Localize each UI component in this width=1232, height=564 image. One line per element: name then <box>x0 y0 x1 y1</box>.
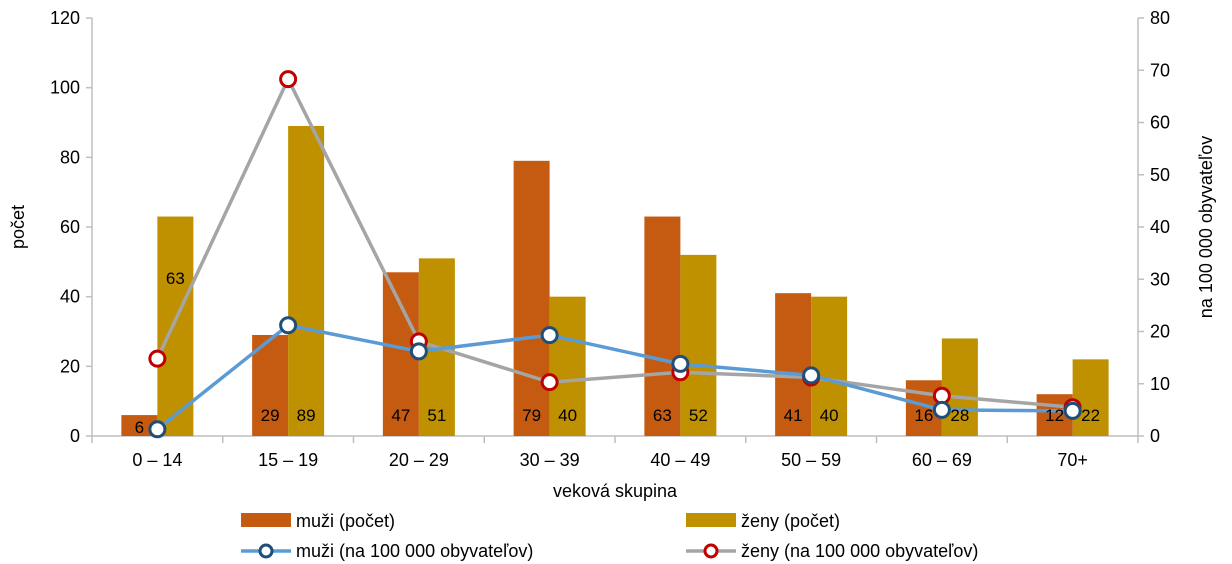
left-tick-label: 20 <box>60 356 80 376</box>
bar-muzi-pocet <box>252 334 289 436</box>
left-tick-label: 60 <box>60 217 80 237</box>
legend-marker-muzi-rate <box>258 543 274 559</box>
x-tick-label: 60 – 69 <box>912 450 972 470</box>
left-tick-label: 40 <box>60 287 80 307</box>
bar-zeny-pocet <box>157 216 194 436</box>
legend-item-zeny-rate: ženy (na 100 000 obyvateľov) <box>686 541 978 561</box>
data-label-zeny: 63 <box>166 269 185 288</box>
right-tick-label: 50 <box>1150 165 1170 185</box>
bar-muzi-pocet <box>644 216 681 436</box>
legend-label-zeny-pocet: ženy (počet) <box>741 511 840 531</box>
bar-zeny-pocet <box>1072 359 1109 436</box>
data-label-muzi: 41 <box>784 406 803 425</box>
legend: muži (počet) ženy (počet) muži (na 100 0… <box>241 511 978 561</box>
data-label-muzi: 16 <box>914 406 933 425</box>
left-tick-label: 0 <box>70 426 80 446</box>
right-tick-label: 80 <box>1150 8 1170 28</box>
bar-muzi-pocet <box>513 160 550 437</box>
bar-zeny-pocet <box>680 254 717 436</box>
legend-label-muzi-rate: muži (na 100 000 obyvateľov) <box>296 541 533 561</box>
x-tick-label: 15 – 19 <box>258 450 318 470</box>
right-tick-label: 20 <box>1150 322 1170 342</box>
data-label-zeny: 28 <box>950 406 969 425</box>
y2-axis-title: na 100 000 obyvateľov <box>1196 136 1216 318</box>
data-label-muzi: 47 <box>391 406 410 425</box>
bar-muzi-pocet <box>775 293 812 436</box>
data-label-zeny: 40 <box>558 406 577 425</box>
legend-swatch-zeny-pocet <box>686 513 736 527</box>
left-tick-label: 80 <box>60 147 80 167</box>
legend-item-zeny-pocet: ženy (počet) <box>686 511 840 531</box>
data-label-zeny: 89 <box>297 406 316 425</box>
point-muzi-rate <box>802 366 821 385</box>
right-tick-label: 0 <box>1150 426 1160 446</box>
legend-label-muzi-pocet: muži (počet) <box>296 511 395 531</box>
point-zeny-rate <box>148 349 167 368</box>
data-label-zeny: 52 <box>689 406 708 425</box>
data-label-muzi: 29 <box>261 406 280 425</box>
x-axis-ticks: 0 – 14 15 – 19 20 – 29 30 – 39 40 – 49 50 – 5… <box>91 436 1139 470</box>
line-muzi-rate <box>156 323 1073 431</box>
bar-zeny-pocet <box>288 125 325 436</box>
x-axis-title: veková skupina <box>553 481 678 501</box>
point-zeny-rate <box>540 373 559 392</box>
data-label-muzi: 79 <box>522 406 541 425</box>
legend-marker-zeny-rate <box>703 543 719 559</box>
legend-swatch-muzi-pocet <box>241 513 291 527</box>
point-muzi-rate <box>671 354 690 373</box>
bar-zeny-pocet <box>941 338 978 436</box>
right-tick-label: 30 <box>1150 269 1170 289</box>
x-tick-label: 70+ <box>1057 450 1088 470</box>
left-tick-label: 100 <box>50 78 80 98</box>
point-muzi-rate <box>279 316 298 335</box>
point-muzi-rate <box>409 342 428 361</box>
point-muzi-rate <box>932 400 951 419</box>
data-label-muzi: 12 <box>1045 406 1064 425</box>
line-zeny-rate <box>155 77 1073 410</box>
data-labels: 6 63 29 89 47 51 79 40 63 52 41 40 16 28 12 22 <box>135 269 1100 437</box>
x-tick-label: 20 – 29 <box>389 450 449 470</box>
bar-muzi-pocet <box>121 415 158 436</box>
bar-zeny-pocet <box>811 296 848 436</box>
data-label-zeny: 22 <box>1081 406 1100 425</box>
bars <box>121 125 1109 437</box>
data-label-zeny: 51 <box>427 406 446 425</box>
right-tick-label: 70 <box>1150 60 1170 80</box>
legend-item-muzi-pocet: muži (počet) <box>241 511 395 531</box>
x-tick-label: 50 – 59 <box>781 450 841 470</box>
point-zeny-rate <box>279 70 298 89</box>
y-axis-title: počet <box>8 205 28 249</box>
data-label-muzi: 6 <box>135 418 144 437</box>
data-label-muzi: 63 <box>653 406 672 425</box>
axes <box>91 18 1139 437</box>
right-tick-label: 40 <box>1150 217 1170 237</box>
x-tick-label: 0 – 14 <box>132 450 182 470</box>
left-axis-ticks: 0 20 40 60 80 100 120 <box>50 8 92 446</box>
point-muzi-rate <box>148 420 167 439</box>
lines <box>148 70 1082 439</box>
right-tick-label: 10 <box>1150 374 1170 394</box>
point-muzi-rate <box>1063 401 1082 420</box>
right-axis-ticks: 0 10 20 30 40 50 60 70 80 <box>1138 8 1170 446</box>
x-tick-label: 30 – 39 <box>520 450 580 470</box>
legend-label-zeny-rate: ženy (na 100 000 obyvateľov) <box>741 541 978 561</box>
legend-item-muzi-rate: muži (na 100 000 obyvateľov) <box>241 541 533 561</box>
data-label-zeny: 40 <box>820 406 839 425</box>
x-tick-label: 40 – 49 <box>650 450 710 470</box>
right-tick-label: 60 <box>1150 113 1170 133</box>
point-muzi-rate <box>540 326 559 345</box>
left-tick-label: 120 <box>50 8 80 28</box>
bar-zeny-pocet <box>549 296 586 436</box>
